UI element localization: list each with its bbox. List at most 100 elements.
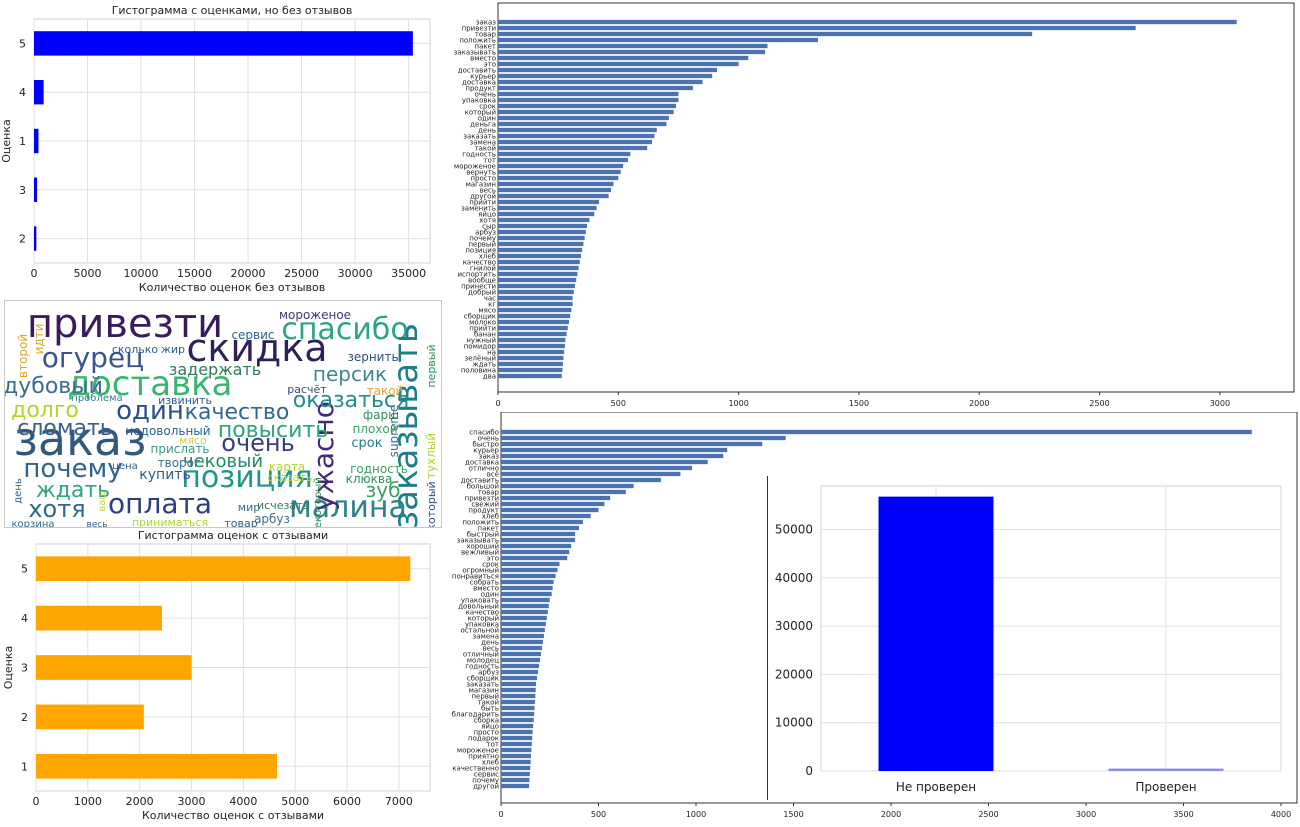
y-tick-label: прийти: [469, 199, 496, 207]
bar: [501, 645, 542, 651]
y-tick-label: понравиться: [452, 573, 499, 581]
wordcloud-word: прислать: [151, 442, 210, 456]
y-tick-label: благодарить: [452, 711, 499, 719]
bar: [498, 139, 652, 145]
x-tick-label: 500: [611, 399, 626, 408]
y-tick-label: доставить: [458, 67, 496, 75]
bar: [501, 495, 611, 501]
x-tick-label: 0: [33, 795, 40, 808]
y-tick-label: продукт: [468, 507, 499, 515]
bar: [501, 585, 553, 591]
y-tick-label: отличный: [463, 651, 499, 659]
y-tick-label: хлеб: [482, 759, 499, 767]
wordcloud-word: проблема: [71, 393, 122, 404]
bar: [498, 49, 766, 55]
y-tick-label: сервис: [474, 771, 499, 779]
y-tick-label: 3: [19, 184, 26, 197]
y-tick-label: пакет: [475, 43, 496, 51]
wordcloud-word: дубовый: [5, 374, 103, 399]
wordcloud-word: огурец: [42, 341, 144, 374]
wordcloud-word: фарш: [363, 408, 399, 422]
y-tick-label: день: [481, 639, 499, 647]
y-tick-label: упаковка: [465, 621, 499, 629]
wordcloud-word: спасибо: [281, 312, 408, 347]
bar: [501, 669, 539, 675]
wordcloud-word: мир: [238, 501, 260, 514]
bar: [501, 735, 533, 741]
y-tick-label: хлеб: [482, 513, 499, 521]
y-tick-label: 1: [21, 760, 28, 773]
bar: [501, 699, 535, 705]
y-tick-label: быстрый: [467, 531, 499, 539]
x-tick-label: 1500: [849, 399, 869, 408]
y-tick-label: хороший: [466, 543, 499, 551]
wordcloud-word: повысить: [218, 418, 328, 443]
y-tick-label: весь: [483, 645, 499, 653]
hist-with-review-panel: Гистограмма оценок с отзывами 0 1000 2000 30…: [0, 528, 440, 827]
x-tick-label: 3000: [1076, 810, 1096, 819]
wordcloud-word: зуб: [366, 478, 401, 502]
bar: [501, 651, 541, 657]
bar: [498, 307, 572, 313]
bar: [501, 591, 552, 597]
y-tick-label: вернуть: [466, 169, 496, 177]
bar: [501, 453, 724, 459]
wordcloud-word: первый: [425, 344, 438, 387]
wordcloud-word: долго: [11, 398, 79, 423]
y-tick-label: качественно: [452, 765, 499, 773]
bar: [501, 597, 550, 603]
bar: [498, 343, 565, 349]
y-tick-label: очень: [475, 91, 496, 99]
wordcloud-word: идти: [32, 324, 46, 355]
wordcloud-word: товар: [224, 517, 257, 527]
bar: [498, 151, 631, 157]
bar: [501, 543, 572, 549]
wordcloud-word: весь: [86, 520, 107, 527]
bar: [34, 80, 44, 105]
y-tick-label: прийти: [469, 325, 496, 333]
y-tick-label: почему: [472, 777, 499, 785]
wordcloud-word: извинить: [158, 394, 212, 407]
x-tick-label: 35000: [391, 267, 426, 280]
y-tick-label: другой: [473, 783, 499, 791]
bar: [501, 615, 547, 621]
y-tick-label: качество: [463, 259, 496, 267]
bar: [501, 603, 549, 609]
bar: [36, 605, 162, 631]
bar: [498, 247, 583, 253]
y-tick-label: остальной: [460, 627, 499, 635]
wordcloud-word: жир: [161, 343, 185, 356]
x-tick-label: 2000: [969, 399, 989, 408]
x-tick-label: Не проверен: [896, 780, 976, 794]
bar: [498, 145, 648, 151]
bar: [501, 519, 583, 525]
bar: [501, 579, 554, 585]
bar: [498, 271, 578, 277]
y-tick-label: день: [478, 127, 496, 135]
wordcloud-word: позиция: [181, 460, 312, 495]
bar: [501, 741, 532, 747]
y-tick-label: магазин: [466, 181, 496, 189]
y-tick-label: курьер: [470, 73, 496, 81]
bar: [501, 771, 530, 777]
x-tick-label: 3000: [178, 795, 206, 808]
wordcloud-word: доставка: [67, 364, 232, 404]
y-tick-label: половина: [461, 367, 496, 375]
bar: [501, 561, 560, 567]
bar: [501, 759, 531, 765]
bar: [498, 325, 568, 331]
bar: [498, 127, 657, 133]
y-tick-label: замена: [473, 633, 499, 641]
bar: [501, 753, 532, 759]
y-tick-label: магазин: [469, 687, 499, 695]
wordcloud-word: почему: [23, 454, 122, 484]
bar: [498, 259, 580, 265]
y-tick-label: такой: [475, 145, 496, 153]
wordcloud-word: тухлый: [424, 433, 438, 479]
y-tick-label: позиция: [465, 247, 496, 255]
wordcloud-panel: привезти скидка спасибо огурец доставка заказ…: [4, 300, 442, 528]
bar: [498, 181, 614, 187]
y-tick-label: весь: [480, 187, 496, 195]
y-tick-label: два: [483, 373, 496, 381]
